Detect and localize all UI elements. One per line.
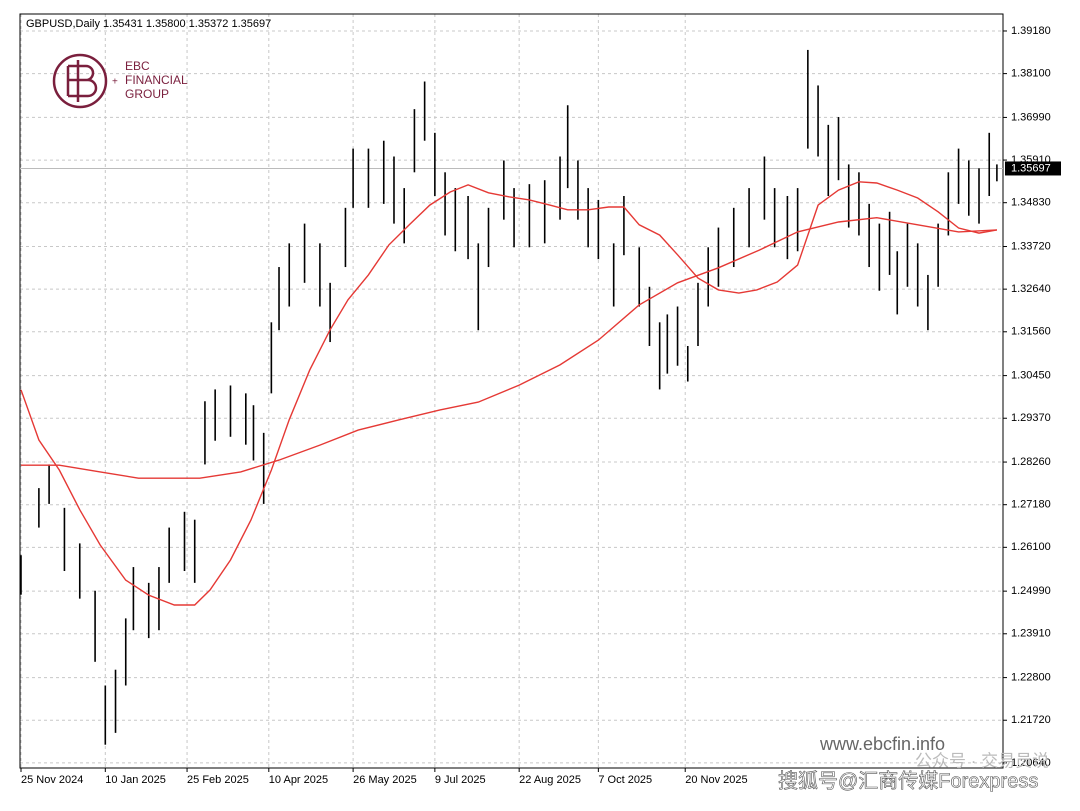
grid: 1.391801.381001.369901.359101.348301.337… bbox=[20, 14, 1051, 786]
y-tick-label: 1.34830 bbox=[1011, 197, 1051, 209]
last-price-box bbox=[1005, 161, 1061, 176]
y-tick-label: 1.38100 bbox=[1011, 68, 1051, 80]
last-price-label: 1.35697 bbox=[1011, 162, 1051, 174]
logo-line1: FINANCIAL bbox=[125, 73, 188, 87]
y-tick-label: 1.23910 bbox=[1011, 628, 1051, 640]
y-tick-label: 1.30450 bbox=[1011, 370, 1051, 382]
logo: + EBC FINANCIAL GROUP bbox=[52, 53, 188, 109]
y-tick-label: 1.21720 bbox=[1011, 714, 1051, 726]
y-tick-label: 1.33720 bbox=[1011, 240, 1051, 252]
chart-title: GBPUSD,Daily 1.35431 1.35800 1.35372 1.3… bbox=[26, 18, 271, 30]
watermark: 搜狐号@汇商传媒Forexpress bbox=[778, 769, 1038, 792]
y-tick-label: 1.39180 bbox=[1011, 25, 1051, 37]
x-tick-label: 9 Jul 2025 bbox=[435, 774, 486, 786]
y-tick-label: 1.36990 bbox=[1011, 111, 1051, 123]
x-tick-label: 22 Aug 2025 bbox=[519, 774, 581, 786]
x-tick-label: 25 Nov 2024 bbox=[21, 774, 83, 786]
logo-mark bbox=[66, 60, 98, 102]
moving-average bbox=[21, 216, 997, 479]
watermark: www.ebcfin.info bbox=[819, 734, 945, 754]
x-tick-label: 26 May 2025 bbox=[353, 774, 417, 786]
y-tick-label: 1.31560 bbox=[1011, 326, 1051, 338]
y-tick-label: 1.32640 bbox=[1011, 283, 1051, 295]
logo-name: EBC bbox=[125, 59, 150, 73]
x-tick-label: 10 Jan 2025 bbox=[105, 774, 166, 786]
y-tick-label: 1.27180 bbox=[1011, 499, 1051, 511]
x-tick-label: 25 Feb 2025 bbox=[187, 774, 249, 786]
x-tick-label: 7 Oct 2025 bbox=[598, 774, 652, 786]
y-tick-label: 1.26100 bbox=[1011, 541, 1051, 553]
y-tick-label: 1.24990 bbox=[1011, 585, 1051, 597]
data: 1.35697 bbox=[20, 49, 1061, 745]
logo-plus: + bbox=[112, 77, 118, 88]
moving-average bbox=[20, 181, 998, 606]
plot-frame bbox=[19, 13, 1004, 769]
y-tick-label: 1.28260 bbox=[1011, 456, 1051, 468]
y-tick-label: 1.20640 bbox=[1011, 757, 1051, 769]
x-tick-label: 10 Apr 2025 bbox=[269, 774, 328, 786]
y-tick-label: 1.29370 bbox=[1011, 412, 1051, 424]
logo-line2: GROUP bbox=[125, 87, 169, 101]
y-tick-label: 1.22800 bbox=[1011, 672, 1051, 684]
logo-ring bbox=[52, 53, 108, 109]
watermark: 公众号 · 交易员说 bbox=[915, 751, 1049, 770]
x-tick-label: 20 Nov 2025 bbox=[685, 774, 747, 786]
